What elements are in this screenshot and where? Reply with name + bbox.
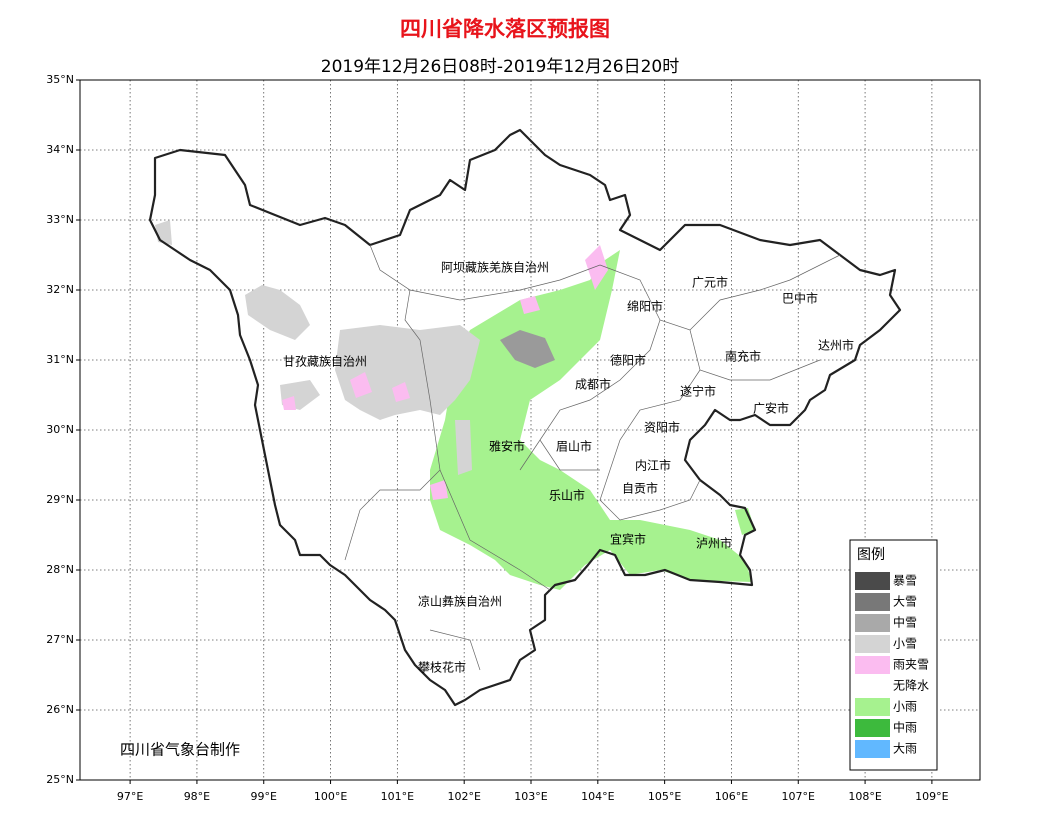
x-tick-label: 105°E (648, 790, 681, 803)
x-tick-label: 107°E (782, 790, 815, 803)
place-label: 自贡市 (622, 481, 658, 496)
y-tick-label: 26°N (46, 703, 74, 716)
place-label: 遂宁市 (680, 384, 716, 399)
place-label: 绵阳市 (627, 299, 663, 314)
y-tick-label: 25°N (46, 773, 74, 786)
x-tick-label: 97°E (117, 790, 143, 803)
legend-swatch (855, 698, 890, 716)
legend-label: 无降水 (893, 679, 929, 693)
y-tick-label: 27°N (46, 633, 74, 646)
legend-swatch (855, 635, 890, 653)
city-boundaries (344, 244, 841, 671)
legend-title: 图例 (857, 547, 885, 563)
y-tick-label: 33°N (46, 213, 74, 226)
subtitle: 2019年12月26日08时-2019年12月26日20时 (321, 57, 679, 77)
legend-label: 小雨 (893, 700, 917, 714)
place-label: 乐山市 (549, 488, 585, 503)
map-frame (79, 79, 981, 781)
legend-swatch (855, 593, 890, 611)
x-tick-label: 103°E (514, 790, 547, 803)
legend-label: 大雪 (893, 595, 917, 609)
legend-label: 大雨 (893, 742, 917, 756)
x-tick-label: 100°E (314, 790, 347, 803)
snow-area (155, 220, 480, 475)
y-tick-label: 34°N (46, 143, 74, 156)
place-label: 巴中市 (782, 291, 818, 306)
x-tick-label: 102°E (447, 790, 480, 803)
sleet-area (282, 245, 608, 500)
place-label: 眉山市 (556, 439, 592, 454)
credit: 四川省气象台制作 (120, 741, 240, 759)
legend-swatch (855, 740, 890, 758)
x-tick-label: 98°E (184, 790, 210, 803)
x-tick-label: 104°E (581, 790, 614, 803)
y-tick-label: 32°N (46, 283, 74, 296)
y-tick-label: 30°N (46, 423, 74, 436)
place-label: 雅安市 (489, 439, 525, 454)
legend-label: 中雪 (893, 615, 917, 630)
place-label: 广元市 (692, 275, 728, 290)
place-label: 阿坝藏族羌族自治州 (441, 261, 549, 275)
x-tick-label: 108°E (848, 790, 881, 803)
place-label: 凉山彝族自治州 (418, 594, 502, 609)
place-label: 泸州市 (696, 536, 732, 551)
y-tick-label: 29°N (46, 493, 74, 506)
legend-swatch (855, 572, 890, 590)
x-tick-label: 101°E (381, 790, 414, 803)
legend-label: 中雨 (893, 720, 917, 735)
grid: 97°E 98°E 99°E 100°E 101°E 102°E 103°E 104°E 105… (46, 73, 980, 803)
legend-swatch (855, 614, 890, 632)
y-tick-label: 28°N (46, 563, 74, 576)
legend-swatch (855, 677, 890, 695)
place-label: 广安市 (753, 401, 789, 416)
legend-label: 暴雪 (893, 574, 917, 588)
place-label: 甘孜藏族自治州 (283, 355, 367, 369)
legend-label: 雨夹雪 (893, 658, 929, 672)
y-tick-label: 35°N (46, 73, 74, 86)
moderate-snow-area (500, 330, 555, 368)
x-tick-label: 109°E (915, 790, 948, 803)
place-label: 资阳市 (644, 420, 680, 435)
place-label: 攀枝花市 (418, 660, 466, 675)
place-label: 内江市 (635, 458, 671, 473)
legend-label: 小雪 (893, 637, 917, 651)
place-label: 成都市 (575, 377, 611, 392)
legend-swatch (855, 656, 890, 674)
place-label: 南充市 (725, 349, 761, 364)
x-tick-label: 99°E (251, 790, 277, 803)
title: 四川省降水落区预报图 (400, 17, 610, 41)
y-tick-label: 31°N (46, 353, 74, 366)
place-label: 德阳市 (610, 353, 646, 368)
province-boundary (148, 128, 902, 707)
legend-swatch (855, 719, 890, 737)
place-label: 达州市 (818, 338, 854, 353)
place-label: 宜宾市 (610, 532, 646, 547)
x-tick-label: 106°E (715, 790, 748, 803)
